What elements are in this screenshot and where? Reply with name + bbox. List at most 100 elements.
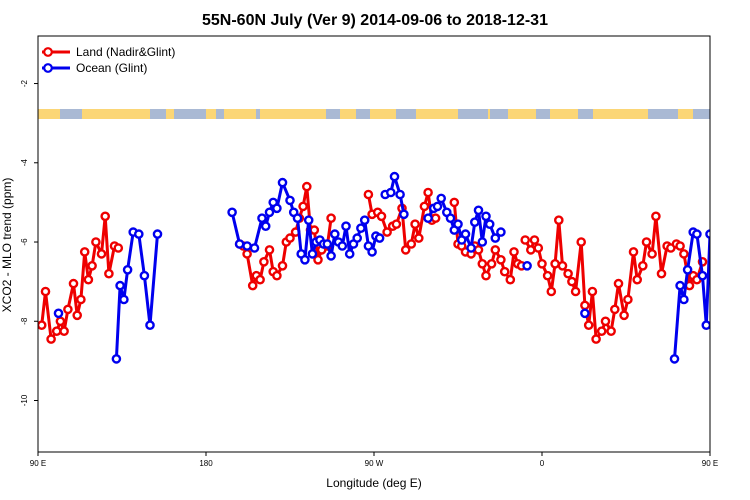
data-point: [139, 270, 150, 281]
data-point: [651, 211, 661, 222]
data-point: [272, 203, 282, 214]
data-point: [234, 239, 245, 249]
data-point: [367, 247, 377, 257]
map-land-patch: [536, 109, 550, 119]
data-point: [242, 249, 252, 259]
data-point: [526, 245, 536, 255]
data-point: [628, 247, 639, 257]
data-point: [570, 286, 581, 297]
data-point: [509, 247, 519, 257]
series-line: [673, 230, 710, 360]
data-point: [382, 227, 392, 237]
map-land-patch: [693, 109, 710, 119]
legend-marker-ocean: [43, 63, 53, 73]
series-land: [38, 181, 708, 344]
data-point: [410, 219, 420, 229]
data-point: [600, 316, 611, 327]
data-point: [533, 243, 544, 253]
x-axis-label: Longitude (deg E): [326, 476, 421, 490]
data-point: [40, 286, 51, 297]
data-point: [395, 189, 405, 200]
data-point: [303, 215, 314, 225]
legend: Land (Nadir&Glint) Ocean (Glint): [42, 45, 175, 75]
map-land-patch: [578, 109, 593, 119]
data-point: [385, 187, 396, 198]
data-point: [83, 274, 94, 285]
data-point: [104, 268, 114, 279]
y-axis: -2 -4 -6 -8 -10: [20, 79, 38, 406]
x-tick-label: 90 E: [702, 459, 718, 468]
data-point: [260, 221, 271, 231]
data-point: [557, 260, 568, 271]
data-point: [460, 229, 471, 239]
map-land-patch: [396, 109, 416, 119]
data-point: [329, 229, 340, 239]
series-layer: [38, 171, 710, 364]
map-land: [60, 109, 710, 119]
data-point: [247, 280, 258, 291]
data-point: [152, 229, 163, 239]
data-point: [567, 276, 577, 287]
x-tick-label: 0: [540, 459, 545, 468]
data-point: [300, 254, 310, 265]
map-land-patch: [216, 109, 224, 119]
data-point: [477, 237, 488, 247]
map-land-patch: [256, 109, 260, 119]
data-point: [613, 278, 624, 289]
data-point: [701, 320, 710, 330]
data-point: [376, 211, 387, 222]
map-ocean: [38, 109, 710, 119]
data-point: [119, 294, 129, 305]
data-point: [359, 215, 370, 225]
data-point: [145, 320, 155, 331]
data-point: [53, 308, 64, 319]
legend-marker-land: [43, 47, 53, 57]
data-point: [632, 274, 643, 285]
data-point: [481, 270, 491, 281]
data-point: [76, 294, 86, 305]
data-point: [326, 251, 336, 261]
data-point: [277, 177, 288, 188]
data-point: [499, 266, 510, 277]
data-point: [389, 171, 400, 182]
data-point: [363, 189, 374, 200]
data-point: [580, 308, 590, 319]
data-point: [522, 260, 532, 271]
data-point: [122, 264, 133, 275]
data-point: [111, 354, 122, 364]
data-point: [466, 243, 476, 253]
legend-label-ocean: Ocean (Glint): [76, 61, 147, 75]
data-point: [249, 243, 260, 253]
data-point: [257, 213, 267, 223]
data-point: [87, 260, 97, 271]
data-point: [272, 270, 282, 281]
data-point: [285, 195, 295, 206]
data-point: [623, 294, 633, 305]
legend-label-land: Land (Nadir&Glint): [76, 45, 175, 59]
data-point: [79, 247, 90, 257]
data-point: [576, 237, 587, 247]
data-point: [505, 274, 516, 285]
x-tick-label: 180: [199, 459, 213, 468]
data-point: [591, 334, 601, 344]
data-point: [399, 209, 409, 220]
data-point: [264, 207, 275, 218]
data-point: [580, 300, 590, 311]
data-point: [59, 326, 69, 337]
data-point: [675, 241, 685, 251]
data-point: [298, 201, 308, 212]
data-point: [587, 286, 598, 297]
data-point: [322, 239, 333, 249]
data-point: [55, 316, 66, 327]
data-point: [259, 256, 269, 267]
data-point: [423, 213, 433, 223]
data-point: [285, 233, 295, 243]
data-point: [326, 213, 336, 223]
data-point: [619, 310, 629, 321]
data-point: [563, 268, 573, 279]
chart-title: 55N-60N July (Ver 9) 2014-09-06 to 2018-…: [202, 12, 548, 29]
data-point: [292, 213, 303, 223]
data-point: [264, 245, 275, 255]
map-land-patch: [150, 109, 166, 119]
